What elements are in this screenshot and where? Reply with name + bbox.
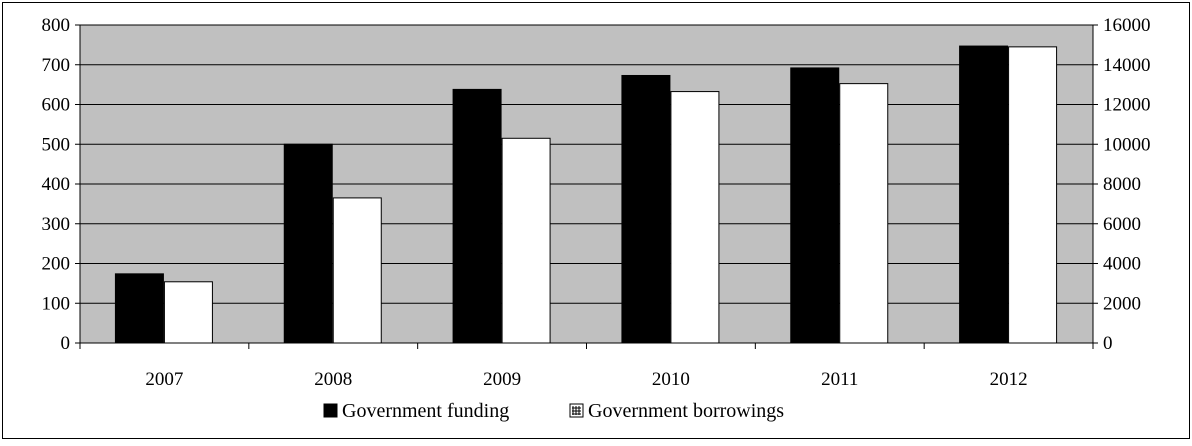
y-right-tick-label: 12000 (1103, 95, 1151, 116)
y-right-tick-label: 2000 (1103, 293, 1141, 314)
y-right-tick-label: 8000 (1103, 174, 1141, 195)
y-left-tick-label: 200 (42, 254, 71, 275)
x-tick-label: 2009 (483, 369, 521, 390)
legend-swatch-government-funding (323, 403, 338, 418)
bar-government-funding-2007 (114, 273, 164, 344)
bar-government-funding-2008 (283, 143, 333, 344)
y-right-tick-label: 6000 (1103, 214, 1141, 235)
bar-government-borrowings-2009 (501, 137, 551, 344)
gridlines (80, 24, 1093, 344)
legend-label-government-borrowings: Government borrowings (588, 400, 784, 422)
bar-government-funding-2010 (621, 74, 671, 344)
legend-label-government-funding: Government funding (342, 400, 509, 422)
x-tick-label: 2008 (314, 369, 352, 390)
y-left-tick-label: 700 (42, 55, 71, 76)
legend: Government funding Government borrowings (323, 400, 784, 422)
bar-government-borrowings-2011 (839, 83, 889, 344)
y-left-tick-label: 0 (61, 333, 71, 354)
legend-swatch-government-borrowings (569, 403, 584, 418)
bar-government-borrowings-2010 (670, 91, 720, 344)
y-right-tick-label: 10000 (1103, 134, 1151, 155)
y-left-tick-label: 500 (42, 134, 71, 155)
x-tick-label: 2010 (652, 369, 690, 390)
y-right-tick-label: 4000 (1103, 254, 1141, 275)
y-right-tick-label: 0 (1103, 333, 1113, 354)
y-left-tick-label: 100 (42, 293, 71, 314)
bar-government-funding-2012 (959, 45, 1009, 344)
x-tick-label: 2007 (145, 369, 183, 390)
bar-government-borrowings-2012 (1008, 46, 1058, 344)
bar-government-borrowings-2008 (332, 197, 382, 344)
bar-government-funding-2011 (790, 67, 840, 344)
y-left-tick-label: 600 (42, 95, 71, 116)
bar-government-borrowings-2007 (163, 281, 213, 344)
y-left-tick-label: 800 (42, 15, 71, 36)
y-left-tick-label: 400 (42, 174, 71, 195)
y-right-tick-label: 16000 (1103, 15, 1151, 36)
bars (114, 45, 1058, 344)
bar-government-funding-2009 (452, 88, 502, 344)
y-left-tick-label: 300 (42, 214, 71, 235)
x-tick-label: 2012 (990, 369, 1028, 390)
x-tick-label: 2011 (821, 369, 858, 390)
y-right-tick-label: 14000 (1103, 55, 1151, 76)
axes: 0100200300400500600700800020004000600080… (42, 15, 1151, 390)
